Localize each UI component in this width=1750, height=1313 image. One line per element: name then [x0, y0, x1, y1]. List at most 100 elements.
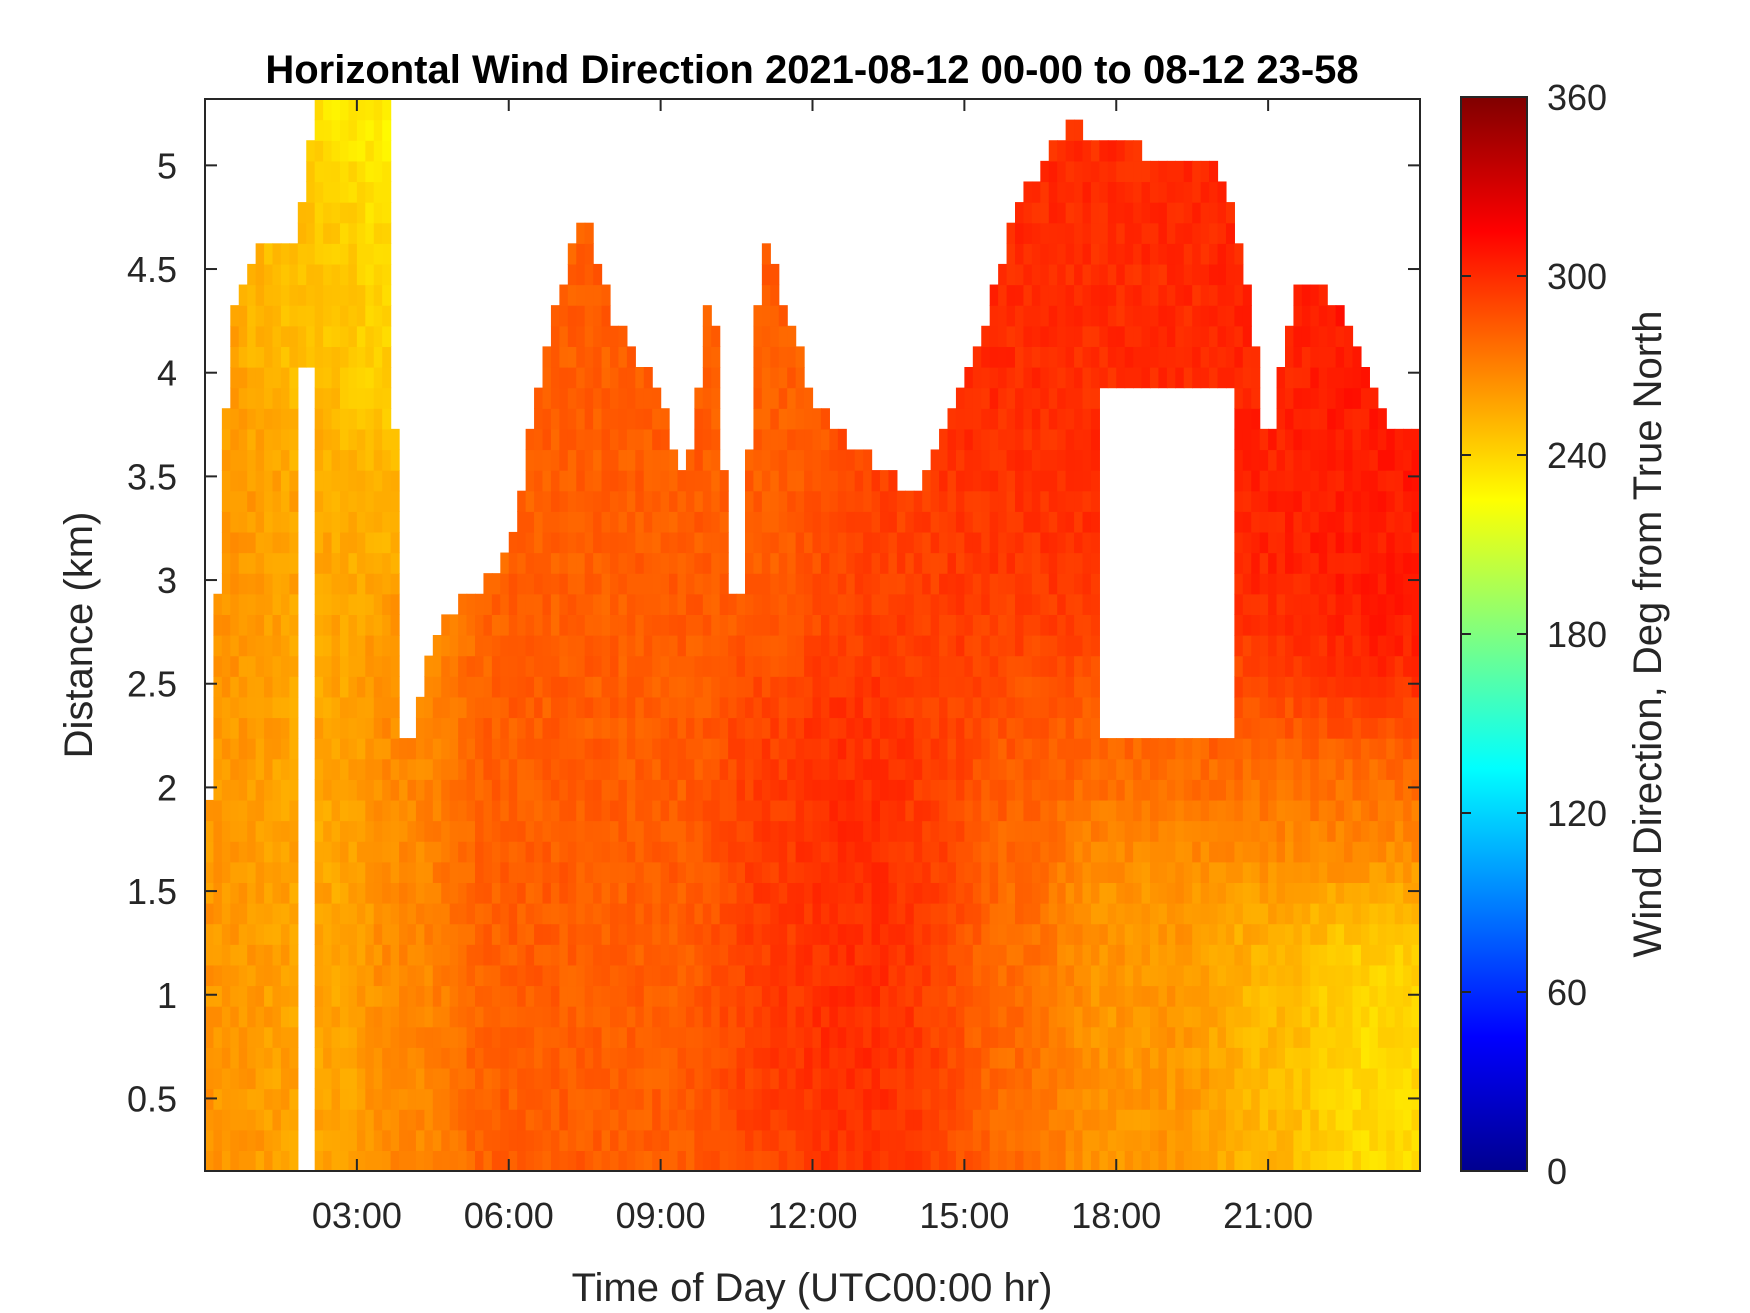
heatmap-cell — [981, 903, 991, 925]
heatmap-cell — [787, 779, 797, 801]
heatmap-cell — [390, 758, 400, 780]
heatmap-cell — [1225, 243, 1235, 265]
heatmap-cell — [1234, 861, 1244, 883]
heatmap-cell — [407, 923, 417, 945]
heatmap-cell — [795, 1026, 805, 1048]
heatmap-cell — [1200, 222, 1210, 244]
heatmap-cell — [205, 1109, 215, 1131]
heatmap-cell — [643, 1109, 653, 1131]
heatmap-cell — [1242, 841, 1252, 863]
heatmap-cell — [1116, 1026, 1126, 1048]
heatmap-cell — [213, 1088, 223, 1110]
heatmap-cell — [348, 140, 358, 162]
heatmap-cell — [1065, 655, 1075, 677]
heatmap-cell — [567, 964, 577, 987]
heatmap-cell — [1040, 490, 1050, 512]
heatmap-cell — [989, 964, 999, 987]
heatmap-cell — [255, 696, 265, 719]
heatmap-cell — [871, 511, 881, 533]
heatmap-cell — [441, 1129, 451, 1151]
heatmap-cell — [356, 428, 366, 451]
heatmap-cell — [221, 470, 231, 492]
heatmap-cell — [652, 511, 662, 533]
heatmap-cell — [745, 1047, 755, 1069]
heatmap-cell — [1023, 1088, 1033, 1110]
heatmap-cell — [795, 655, 805, 677]
heatmap-cell — [323, 490, 333, 512]
heatmap-cell — [964, 552, 974, 574]
heatmap-cell — [1074, 531, 1084, 554]
heatmap-cell — [736, 1006, 746, 1028]
heatmap-cell — [939, 511, 949, 533]
heatmap-cell — [491, 676, 501, 698]
heatmap-cell — [314, 573, 324, 595]
heatmap-cell — [508, 593, 518, 615]
heatmap-cell — [272, 325, 282, 347]
heatmap-cell — [314, 635, 324, 657]
heatmap-cell — [930, 511, 940, 533]
heatmap-cell — [348, 202, 358, 224]
heatmap-cell — [1268, 470, 1278, 492]
heatmap-cell — [593, 1067, 603, 1090]
heatmap-cell — [1133, 903, 1143, 925]
heatmap-cell — [306, 346, 316, 368]
heatmap-cell — [1040, 738, 1050, 760]
heatmap-cell — [626, 573, 636, 595]
heatmap-cell — [1133, 882, 1143, 904]
heatmap-cell — [365, 593, 375, 615]
heatmap-cell — [989, 367, 999, 389]
heatmap-cell — [264, 841, 274, 863]
heatmap-cell — [652, 1109, 662, 1131]
heatmap-cell — [863, 1067, 873, 1090]
heatmap-cell — [880, 552, 890, 574]
heatmap-cell — [221, 1047, 231, 1069]
heatmap-cell — [289, 1150, 299, 1171]
heatmap-cell — [1023, 1067, 1033, 1090]
heatmap-cell — [483, 882, 493, 904]
heatmap-cell — [770, 428, 780, 451]
heatmap-cell — [289, 758, 299, 780]
heatmap-cell — [804, 531, 814, 554]
heatmap-cell — [1251, 655, 1261, 677]
heatmap-cell — [1217, 263, 1227, 286]
heatmap-cell — [323, 511, 333, 533]
heatmap-cell — [1234, 305, 1244, 327]
heatmap-cell — [1074, 841, 1084, 863]
heatmap-cell — [871, 1088, 881, 1110]
heatmap-cell — [517, 1047, 527, 1069]
heatmap-cell — [365, 1026, 375, 1048]
heatmap-cell — [238, 923, 248, 945]
heatmap-cell — [863, 1150, 873, 1171]
heatmap-cell — [432, 882, 442, 904]
heatmap-cell — [576, 964, 586, 987]
heatmap-cell — [213, 799, 223, 822]
heatmap-cell — [356, 841, 366, 863]
heatmap-cell — [576, 222, 586, 244]
heatmap-cell — [1242, 882, 1252, 904]
heatmap-cell — [1074, 882, 1084, 904]
heatmap-cell — [685, 676, 695, 698]
heatmap-cell — [694, 738, 704, 760]
heatmap-cell — [280, 511, 290, 533]
heatmap-cell — [1099, 1006, 1109, 1028]
heatmap-cell — [1200, 1067, 1210, 1090]
heatmap-cell — [1133, 1129, 1143, 1151]
heatmap-cell — [635, 903, 645, 925]
heatmap-cell — [685, 614, 695, 636]
heatmap-cell — [635, 841, 645, 863]
heatmap-cell — [601, 944, 611, 966]
heatmap-cell — [804, 428, 814, 451]
heatmap-cell — [1310, 799, 1320, 822]
heatmap-cell — [255, 387, 265, 409]
heatmap-cell — [230, 903, 240, 925]
heatmap-cell — [1090, 490, 1100, 512]
heatmap-cell — [1099, 944, 1109, 966]
heatmap-cell — [829, 428, 839, 451]
heatmap-cell — [702, 923, 712, 945]
heatmap-cell — [1225, 284, 1235, 306]
heatmap-cell — [1082, 1026, 1092, 1048]
heatmap-cell — [348, 1047, 358, 1069]
heatmap-cell — [685, 717, 695, 739]
heatmap-cell — [559, 470, 569, 492]
heatmap-cell — [475, 1067, 485, 1090]
